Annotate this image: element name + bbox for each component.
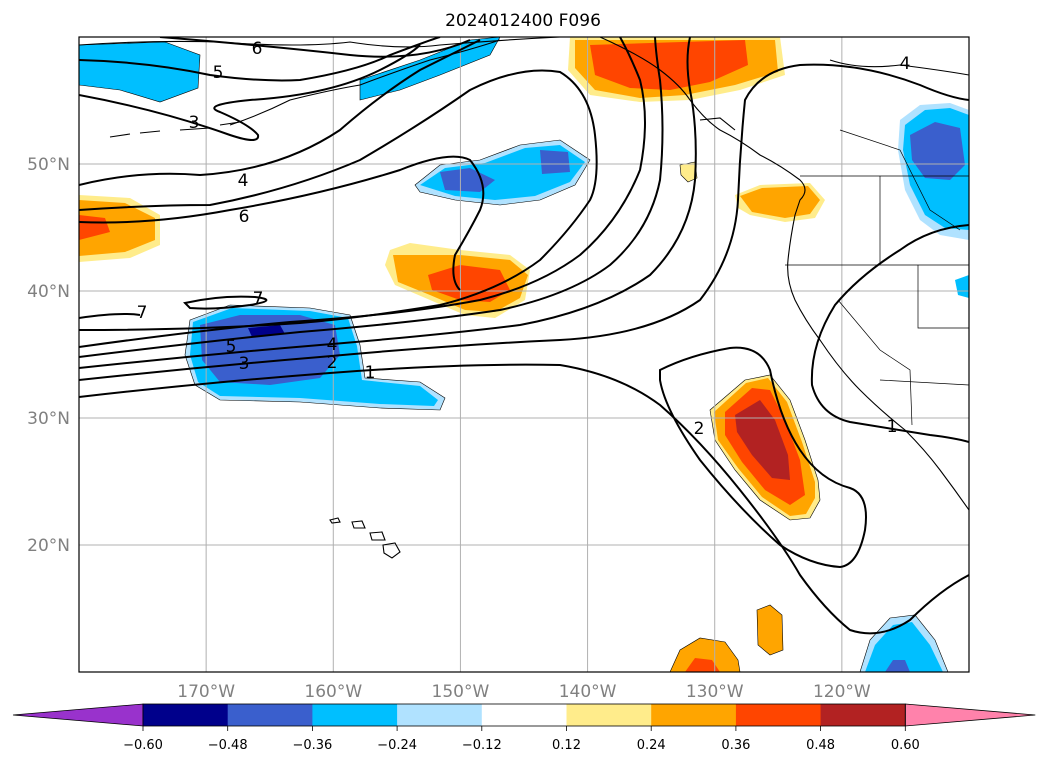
latitude-tick-labels: 50°N 40°N 30°N 20°N bbox=[27, 155, 70, 556]
colorbar-min-extend bbox=[12, 703, 144, 727]
colorbar-segment bbox=[566, 704, 652, 726]
contour-label: 2 bbox=[327, 353, 338, 373]
contour-label: 5 bbox=[213, 63, 224, 83]
colorbar-segment bbox=[820, 704, 906, 726]
colorbar-tick-label: 0.60 bbox=[891, 738, 920, 753]
colorbar-tick-label: −0.36 bbox=[292, 738, 332, 753]
contour-label: 6 bbox=[239, 207, 250, 227]
contour-label: 5 bbox=[226, 337, 237, 357]
colorbar-segment bbox=[312, 704, 398, 726]
contour-label: 4 bbox=[327, 335, 338, 355]
map-frame bbox=[78, 36, 970, 673]
contour-labels: 6 5 3 4 6 7 7 5 3 4 2 1 2 1 4 bbox=[137, 39, 911, 439]
colorbar-tick-label: −0.48 bbox=[208, 738, 248, 753]
longitude-tick-label: 120°W bbox=[813, 682, 871, 702]
contour-lines bbox=[79, 37, 969, 635]
latitude-tick-label: 50°N bbox=[27, 155, 70, 175]
contour-label: 6 bbox=[252, 39, 263, 59]
latitude-tick-label: 40°N bbox=[27, 282, 70, 302]
longitude-tick-label: 170°W bbox=[177, 682, 235, 702]
contour-label: 1 bbox=[365, 363, 376, 383]
colorbar-segment bbox=[735, 704, 822, 726]
coastlines bbox=[79, 37, 969, 559]
latitude-tick-label: 20°N bbox=[27, 536, 70, 556]
map-title: 2024012400 F096 bbox=[445, 11, 601, 31]
colorbar-tick-label: −0.24 bbox=[377, 738, 417, 753]
longitude-tick-label: 150°W bbox=[432, 682, 490, 702]
contour-label: 4 bbox=[900, 54, 911, 74]
gridlines bbox=[79, 37, 969, 672]
latitude-tick-label: 30°N bbox=[27, 409, 70, 429]
colorbar-segment bbox=[143, 704, 229, 726]
colorbar-max-extend bbox=[904, 703, 1036, 727]
colorbar-segment bbox=[227, 704, 313, 726]
colorbar-segment bbox=[397, 704, 483, 726]
colorbar-tick-label: 0.12 bbox=[552, 738, 581, 753]
contour-label: 4 bbox=[238, 171, 249, 191]
longitude-tick-label: 130°W bbox=[686, 682, 744, 702]
colorbar-segment bbox=[651, 704, 737, 726]
longitude-tick-label: 160°W bbox=[304, 682, 362, 702]
contour-label: 3 bbox=[189, 113, 200, 133]
colorbar-segment bbox=[481, 704, 567, 726]
contour-label: 3 bbox=[239, 354, 250, 374]
colorbar-tick-label: −0.12 bbox=[462, 738, 502, 753]
colorbar-frame bbox=[142, 703, 906, 727]
contour-label: 1 bbox=[887, 417, 898, 437]
map-panel bbox=[79, 37, 969, 672]
colorbar-tick-label: 0.36 bbox=[721, 738, 750, 753]
contour-label: 2 bbox=[694, 419, 705, 439]
anomaly-shading bbox=[79, 37, 969, 672]
colorbar-tick-label: 0.48 bbox=[806, 738, 835, 753]
contour-label: 7 bbox=[253, 289, 264, 309]
colorbar-tick-label: −0.60 bbox=[123, 738, 163, 753]
colorbar: −0.60 −0.48 −0.36 −0.24 −0.12 0.12 0.24 0.36 0.4… bbox=[12, 703, 1036, 753]
colorbar-tick-label: 0.24 bbox=[637, 738, 666, 753]
longitude-tick-label: 140°W bbox=[559, 682, 617, 702]
longitude-tick-labels: 170°W 160°W 150°W 140°W 130°W 120°W bbox=[177, 682, 871, 702]
contour-label: 7 bbox=[137, 303, 148, 323]
